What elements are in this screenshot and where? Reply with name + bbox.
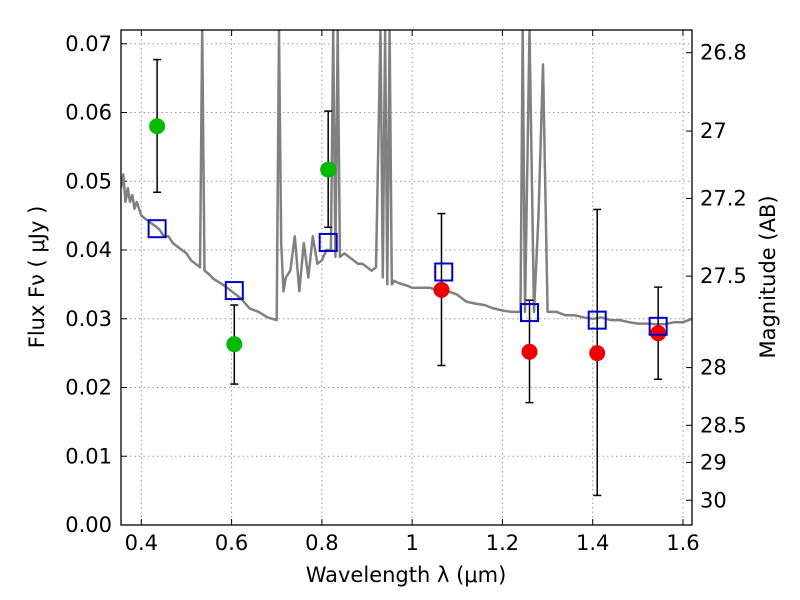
- right-tick-label: 29: [700, 450, 727, 474]
- axes: 0.4 0.6 0.8 1 1.2 1.4 1.6 0.00 0.01 0.02 0.03 0.04 0…: [65, 30, 747, 555]
- y-tick-label: 0.01: [65, 444, 112, 468]
- y-tick-label: 0.04: [65, 238, 112, 262]
- green-data-point: [149, 118, 166, 135]
- y-axis-label: Flux Fν ( μJy ): [25, 206, 49, 349]
- y-tick-label: 0.02: [65, 376, 112, 400]
- right-tick-label: 30: [700, 488, 727, 512]
- model-photometry-square: [587, 310, 607, 330]
- y-tick-label: 0.07: [65, 32, 112, 56]
- x-tick-label: 0.6: [215, 531, 248, 555]
- y-tick-label: 0.03: [65, 307, 112, 331]
- x-tick-label: 1: [405, 531, 418, 555]
- red-data-point: [650, 325, 667, 342]
- model-photometry-square: [520, 303, 540, 323]
- red-data-point: [589, 345, 606, 362]
- red-data-point: [433, 281, 450, 298]
- green-data-point: [320, 161, 337, 178]
- model-photometry-square: [147, 219, 167, 239]
- model-photometry-square: [648, 316, 668, 336]
- grid: [121, 30, 692, 526]
- right-tick-label: 27.5: [700, 264, 747, 288]
- model-photometry-square: [224, 281, 244, 301]
- right-tick-label: 28: [700, 356, 727, 380]
- y-tick-label: 0.06: [65, 101, 112, 125]
- model-photometry-square: [434, 262, 454, 282]
- right-tick-label: 27.2: [700, 186, 747, 210]
- right-tick-label: 26.8: [700, 41, 747, 65]
- plot-frame: [120, 29, 693, 526]
- green-data-point: [226, 336, 243, 353]
- right-tick-label: 28.5: [700, 413, 747, 437]
- y-tick-label: 0.00: [65, 513, 112, 537]
- right-tick-label: 27: [700, 119, 727, 143]
- x-tick-label: 0.4: [125, 531, 158, 555]
- model-photometry-square: [318, 232, 338, 252]
- plot-area: [121, 30, 692, 497]
- x-tick-label: 0.8: [305, 531, 338, 555]
- x-tick-label: 1.2: [486, 531, 519, 555]
- red-data-point: [521, 343, 538, 360]
- x-tick-label: 1.6: [666, 531, 699, 555]
- model-spectrum-line: [121, 30, 692, 326]
- y-axis-right-label: Magnitude (AB): [756, 195, 780, 358]
- y-tick-label: 0.05: [65, 169, 112, 193]
- x-axis-label: Wavelength λ (μm): [306, 563, 507, 587]
- x-tick-label: 1.4: [576, 531, 609, 555]
